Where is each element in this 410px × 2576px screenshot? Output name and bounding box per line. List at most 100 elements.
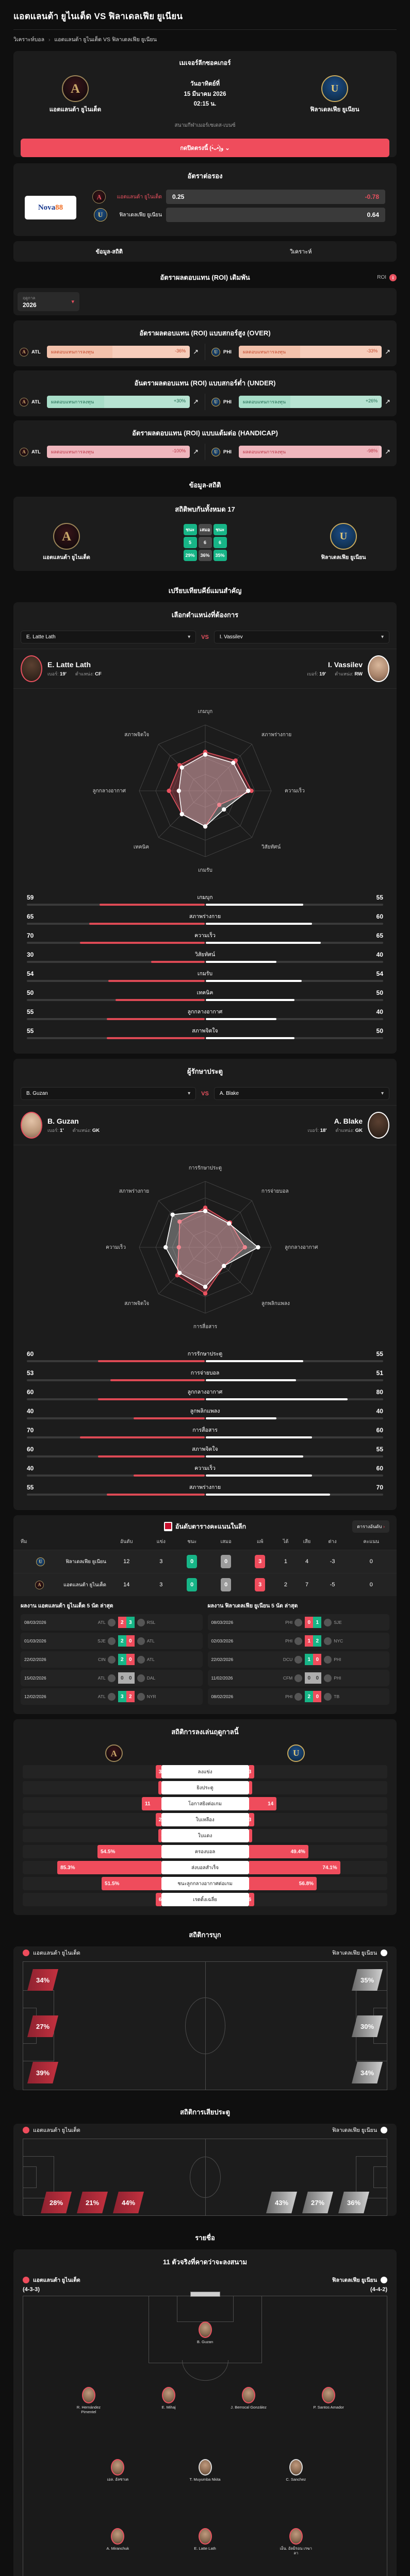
keeper-left-player: B. Guzan เบอร์: 1' ตำแหน่ง: GK xyxy=(21,1112,100,1139)
stat-right-track xyxy=(205,980,383,982)
expand-icon[interactable]: ↗ xyxy=(193,348,199,355)
match-result-row[interactable]: 22/02/2026 DCU 1 0 PHI xyxy=(207,1651,389,1668)
match-result-row[interactable]: 01/03/2026 SJE 2 0 ATL xyxy=(21,1633,203,1649)
svg-text:เกมบุก: เกมบุก xyxy=(198,709,212,715)
atlanta-crest-icon: A xyxy=(62,75,89,102)
odds-row[interactable]: A แอตแลนด้า ยูไนเต็ด 0.25 -0.78 xyxy=(85,190,385,204)
roi-info[interactable]: ROI i xyxy=(377,274,397,281)
cell-draw: 0 xyxy=(208,1550,243,1573)
roi-bar-value: +30% xyxy=(173,398,186,403)
attack-zone-cell: 39% xyxy=(27,2062,58,2083)
roi-item: U PHI ผลตอบแทนการลงทุน -98% ↗ xyxy=(205,444,397,460)
expand-icon[interactable]: ↗ xyxy=(193,398,199,405)
match-result-row[interactable]: 08/03/2026 ATL 2 3 RSL xyxy=(21,1614,203,1631)
stat-left-value: 55 xyxy=(27,1483,34,1491)
lineup-player[interactable]: T. Muyumba Nkita xyxy=(187,2459,223,2482)
match-result-row[interactable]: 12/02/2026 ATL 3 2 NYR xyxy=(21,1688,203,1705)
lineup-player[interactable]: B. Guzan xyxy=(187,2321,223,2344)
league-name: เมเจอร์ลีกซอคเกอร์ xyxy=(179,59,231,66)
lineup-player[interactable]: P. Santos Amador xyxy=(310,2387,347,2410)
roi-item: A ATL ผลตอบแทนการลงทุน +30% ↗ xyxy=(13,394,205,410)
lineup-player[interactable]: E. Mihaj xyxy=(151,2387,187,2410)
keyman-right-select[interactable]: I. Vassilev ▾ xyxy=(214,631,389,643)
stat-left-track xyxy=(27,1455,205,1458)
expand-icon[interactable]: ↗ xyxy=(385,348,390,355)
stat-name: ใบแดง xyxy=(161,1829,249,1842)
lineup-home-legend: แอตแลนต้า ยูไนเต็ด xyxy=(23,2276,80,2284)
match-date: 08/02/2026 xyxy=(211,1694,234,1699)
defend-zone-card: แอตแลนต้า ยูไนเต็ด ฟิลาเดลเฟีย ยูเนียน 2… xyxy=(13,2124,397,2216)
col-points: คะแนน xyxy=(363,1539,380,1545)
expand-icon[interactable]: ↗ xyxy=(385,398,390,405)
match-result-row[interactable]: 08/02/2026 PHI 2 0 TB xyxy=(207,1688,389,1705)
cell-draw: 0 xyxy=(208,1573,243,1597)
match-result-row[interactable]: 08/03/2026 PHI 0 1 SJE xyxy=(207,1614,389,1631)
keeper-left-select[interactable]: B. Guzan ▾ xyxy=(21,1087,196,1100)
expand-icon[interactable]: ↗ xyxy=(385,448,390,455)
season-select[interactable]: ฤดูกาล 2026 ▾ xyxy=(18,292,79,311)
match-result-row[interactable]: 15/02/2026 ATL 0 0 DAL xyxy=(21,1670,203,1686)
roi-handicap-title: อัตราผลตอบแทน (ROI) แบบแต้มต่อ (HANDICAP… xyxy=(132,429,278,437)
match-result-row[interactable]: 11/02/2026 CFM 0 0 PHI xyxy=(207,1670,389,1686)
match-date: 11/02/2026 xyxy=(211,1675,233,1681)
cell: -3 xyxy=(330,1558,335,1565)
stat-left-value: 59 xyxy=(27,893,34,901)
stat-bar-row: 70 การสื่อสาร 60 xyxy=(27,1426,383,1438)
team-crest-icon xyxy=(324,1618,332,1626)
keeper-title: ผู้รักษาประตู xyxy=(187,1067,223,1075)
season-stats-title: สถิติการลงเล่นฤดูกาลนี้ xyxy=(171,1728,239,1736)
expand-icon[interactable]: ↗ xyxy=(193,448,199,455)
tab-stats[interactable]: ข้อมูล-สถิติ xyxy=(95,249,123,255)
right-team-code: PHI xyxy=(334,1675,341,1681)
stats-section-title: ข้อมูล-สถิติ xyxy=(189,481,221,489)
roi-team-code: ATL xyxy=(31,399,41,405)
stat-right-value: 50 xyxy=(376,989,383,996)
h2h-count: 6 xyxy=(198,536,212,548)
stat-right-value: 60 xyxy=(376,1464,383,1472)
close-banner-button[interactable]: กดปิดตรงนี้ (•̀ᴗ•́)و ⌄ xyxy=(21,139,389,157)
legend-dot-icon xyxy=(381,2277,387,2283)
keeper-right-select[interactable]: A. Blake ▾ xyxy=(214,1087,389,1100)
keyman-left-player: E. Latte Lath เบอร์: 19' ตำแหน่ง: CF xyxy=(21,655,102,682)
match-result-row[interactable]: 02/03/2026 PHI 1 2 NYC xyxy=(207,1633,389,1649)
roi-bar: ผลตอบแทนการลงทุน -33% xyxy=(239,346,382,358)
lineup-player[interactable]: A. Miranchuk xyxy=(100,2528,136,2551)
info-icon[interactable]: i xyxy=(389,274,397,281)
bookmaker-logo[interactable]: Nova 88 xyxy=(25,196,76,219)
season-label: ฤดูกาล xyxy=(23,296,36,300)
odds-row[interactable]: U ฟิลาเดลเฟีย ยูเนียน 0.64 xyxy=(85,208,385,222)
stat-right-value: 54 xyxy=(376,970,383,977)
stat-bar-row: 55 สภาพจิตใจ 50 xyxy=(27,1026,383,1039)
match-result-row[interactable]: 22/02/2026 CIN 2 0 ATL xyxy=(21,1651,203,1668)
stat-name: ลูกกลางอากาศ xyxy=(187,1389,223,1395)
lineup-player[interactable]: เอล. อัลซาเต xyxy=(100,2459,136,2482)
avatar xyxy=(242,2387,256,2404)
lineup-player[interactable]: R. Hernández Pimentel xyxy=(71,2387,107,2414)
stat-right-value: 80 xyxy=(376,1388,383,1396)
tab-analysis[interactable]: วิเคราะห์ xyxy=(289,249,312,255)
lineup-player[interactable]: J. Berrocal González xyxy=(231,2387,267,2410)
avatar xyxy=(162,2387,175,2404)
svg-text:เกมรับ: เกมรับ xyxy=(198,868,212,873)
home-form-title: ผลงาน แอตแลนต้า ยูไนเต็ด 5 นัด ล่าสุด xyxy=(21,1603,113,1609)
stat-name: ความเร็ว xyxy=(194,933,216,939)
stat-right-track xyxy=(205,999,383,1001)
team-crest-icon: U xyxy=(36,1557,45,1566)
right-team-code: ATL xyxy=(146,1657,155,1662)
stat-right-value: 74.1% xyxy=(322,1865,337,1871)
left-team-code: CFM xyxy=(283,1675,293,1681)
stat-left-track xyxy=(27,1475,205,1477)
table-row[interactable]: A แอตแลนต้า ยูไนเต็ด 14 3 0 0 3 2 7 -5 0 xyxy=(13,1573,397,1597)
standings-button[interactable]: ตารางอันดับ › xyxy=(352,1520,389,1533)
right-team-code: NYR xyxy=(146,1694,156,1699)
cell-win: 0 xyxy=(175,1550,208,1573)
lineup-player[interactable]: E. Latte Lath xyxy=(187,2528,223,2551)
lineup-player[interactable]: C. Sanchez xyxy=(278,2459,314,2482)
cell: 3 xyxy=(159,1558,163,1565)
breadcrumb-root[interactable]: วิเคราะห์บอล xyxy=(13,37,45,43)
player-name: E. Latte Lath xyxy=(47,660,91,669)
lineup-player[interactable]: เอ็น. อัลมิรอน เรฆาลา xyxy=(278,2528,314,2555)
stat-name: ลูกกลางอากาศ xyxy=(187,1009,223,1015)
table-row[interactable]: U ฟิลาเดลเฟีย ยูเนียน 12 3 0 0 3 1 4 -3 0 xyxy=(13,1550,397,1573)
keyman-left-select[interactable]: E. Latte Lath ▾ xyxy=(21,631,196,643)
